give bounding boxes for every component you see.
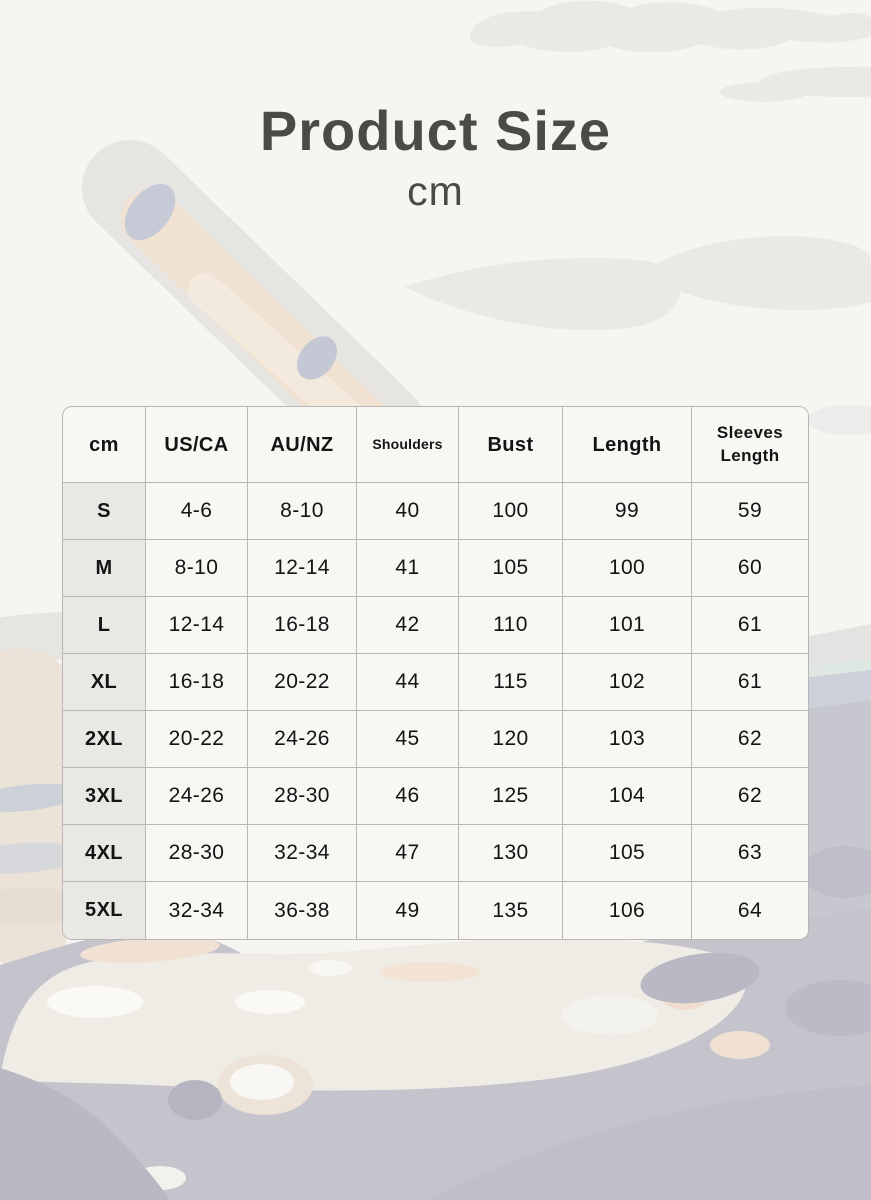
size-value: 60 <box>692 540 808 597</box>
size-value: 20-22 <box>248 654 357 711</box>
size-value: 28-30 <box>248 768 357 825</box>
size-value: 12-14 <box>248 540 357 597</box>
size-value: 135 <box>459 882 563 939</box>
size-value: 4-6 <box>146 483 248 540</box>
header: Product Size cm <box>0 100 871 215</box>
column-header-length: Length <box>563 407 692 483</box>
size-value: 99 <box>563 483 692 540</box>
size-value: 62 <box>692 711 808 768</box>
table-row: 3XL 24-26 28-30 46 125 104 62 <box>63 768 808 825</box>
size-value: 64 <box>692 882 808 939</box>
size-table-body: S 4-6 8-10 40 100 99 59 M 8-10 12-14 41 105 100 60 L 12… <box>63 483 808 939</box>
size-table-header-row: cm US/CA AU/NZ Shoulders Bust Length Sleeves L… <box>63 407 808 483</box>
size-value: 120 <box>459 711 563 768</box>
size-value: 28-30 <box>146 825 248 882</box>
size-value: 8-10 <box>248 483 357 540</box>
column-header-shoulders: Shoulders <box>357 407 459 483</box>
size-label: 4XL <box>63 825 146 882</box>
size-value: 106 <box>563 882 692 939</box>
size-label: S <box>63 483 146 540</box>
size-value: 104 <box>563 768 692 825</box>
table-row: XL 16-18 20-22 44 115 102 61 <box>63 654 808 711</box>
size-value: 110 <box>459 597 563 654</box>
table-row: 4XL 28-30 32-34 47 130 105 63 <box>63 825 808 882</box>
size-value: 16-18 <box>146 654 248 711</box>
size-value: 24-26 <box>146 768 248 825</box>
size-value: 44 <box>357 654 459 711</box>
size-value: 20-22 <box>146 711 248 768</box>
size-value: 42 <box>357 597 459 654</box>
column-header-bust: Bust <box>459 407 563 483</box>
table-row: M 8-10 12-14 41 105 100 60 <box>63 540 808 597</box>
column-header-us-ca: US/CA <box>146 407 248 483</box>
size-value: 105 <box>459 540 563 597</box>
size-label: M <box>63 540 146 597</box>
size-value: 100 <box>459 483 563 540</box>
size-value: 24-26 <box>248 711 357 768</box>
size-value: 100 <box>563 540 692 597</box>
table-row: 2XL 20-22 24-26 45 120 103 62 <box>63 711 808 768</box>
size-value: 130 <box>459 825 563 882</box>
size-value: 115 <box>459 654 563 711</box>
size-value: 8-10 <box>146 540 248 597</box>
size-value: 61 <box>692 654 808 711</box>
size-label: L <box>63 597 146 654</box>
size-value: 36-38 <box>248 882 357 939</box>
size-value: 59 <box>692 483 808 540</box>
size-value: 16-18 <box>248 597 357 654</box>
size-value: 125 <box>459 768 563 825</box>
size-label: 2XL <box>63 711 146 768</box>
table-row: S 4-6 8-10 40 100 99 59 <box>63 483 808 540</box>
size-label: 3XL <box>63 768 146 825</box>
column-header-cm: cm <box>63 407 146 483</box>
size-value: 45 <box>357 711 459 768</box>
column-header-sleeves-length: Sleeves Length <box>692 407 808 483</box>
size-value: 105 <box>563 825 692 882</box>
size-label: 5XL <box>63 882 146 939</box>
size-value: 32-34 <box>146 882 248 939</box>
size-value: 40 <box>357 483 459 540</box>
size-value: 49 <box>357 882 459 939</box>
size-value: 32-34 <box>248 825 357 882</box>
unit-subtitle: cm <box>407 167 464 214</box>
size-table: cm US/CA AU/NZ Shoulders Bust Length Sleeves L… <box>62 406 809 940</box>
size-value: 102 <box>563 654 692 711</box>
size-value: 101 <box>563 597 692 654</box>
table-row: 5XL 32-34 36-38 49 135 106 64 <box>63 882 808 939</box>
size-value: 46 <box>357 768 459 825</box>
page-title: Product Size <box>259 99 612 162</box>
size-value: 12-14 <box>146 597 248 654</box>
table-row: L 12-14 16-18 42 110 101 61 <box>63 597 808 654</box>
size-value: 62 <box>692 768 808 825</box>
column-header-au-nz: AU/NZ <box>248 407 357 483</box>
size-value: 41 <box>357 540 459 597</box>
size-value: 63 <box>692 825 808 882</box>
size-label: XL <box>63 654 146 711</box>
size-value: 103 <box>563 711 692 768</box>
size-value: 47 <box>357 825 459 882</box>
size-value: 61 <box>692 597 808 654</box>
